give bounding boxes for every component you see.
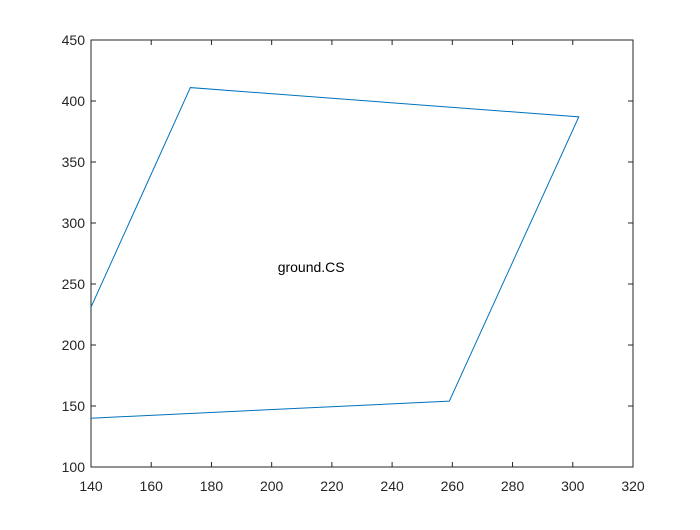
x-tick-label: 200 (260, 478, 284, 494)
y-tick-label: 350 (62, 154, 86, 170)
x-tick-label: 300 (561, 478, 585, 494)
x-tick-label: 180 (200, 478, 224, 494)
plot-area (90, 39, 634, 468)
y-tick-label: 200 (62, 337, 86, 353)
y-tick-label: 450 (62, 32, 86, 48)
x-tick-label: 320 (621, 478, 645, 494)
x-ticks: 140 160 180 200 220 240 260 280 300 320 (79, 40, 645, 494)
series-line (90, 87, 580, 419)
y-tick-label: 300 (62, 215, 86, 231)
x-tick-label: 160 (140, 478, 164, 494)
y-tick-label: 250 (62, 276, 86, 292)
x-tick-label: 140 (79, 478, 103, 494)
annotation-label: ground.CS (278, 259, 345, 275)
series-group (90, 87, 580, 419)
y-tick-label: 100 (62, 459, 86, 475)
y-tick-label: 400 (62, 93, 86, 109)
x-tick-label: 220 (320, 478, 344, 494)
annotations-group: ground.CS (278, 259, 345, 275)
y-tick-label: 150 (62, 398, 86, 414)
x-tick-label: 280 (501, 478, 525, 494)
x-tick-label: 260 (441, 478, 465, 494)
y-ticks: 100 150 200 250 300 350 400 450 (62, 32, 633, 475)
x-tick-label: 240 (380, 478, 404, 494)
